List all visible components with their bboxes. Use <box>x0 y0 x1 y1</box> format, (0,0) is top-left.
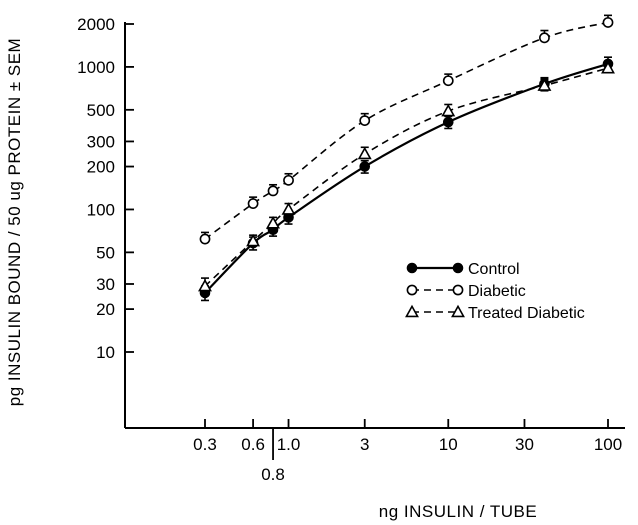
legend-item: Control <box>406 261 520 278</box>
x-axis-title: ng INSULIN / TUBE <box>379 502 537 521</box>
data-point <box>405 304 419 318</box>
data-point <box>539 32 550 44</box>
data-point <box>281 202 296 215</box>
data-point <box>441 103 456 117</box>
series-line <box>204 67 609 287</box>
x-tick-label: 100 <box>594 435 622 454</box>
data-point <box>452 284 464 296</box>
x-tick-label: 3 <box>360 435 369 454</box>
data-point <box>406 284 418 296</box>
x-tick-label: 0.3 <box>193 435 217 454</box>
x-tick-label: 0.6 <box>241 435 265 454</box>
y-axis: 10 20 30 50 100 200 300 500 1000 2000 <box>77 15 134 428</box>
data-point <box>266 216 281 229</box>
x-tick-label: 10 <box>439 435 458 454</box>
data-point <box>406 262 418 274</box>
y-tick-label: 10 <box>96 343 115 362</box>
data-point <box>452 262 464 274</box>
data-point <box>442 116 454 128</box>
legend-label: Diabetic <box>468 283 526 300</box>
y-tick-label: 500 <box>87 101 115 120</box>
x-axis: 0.3 0.6 0.8 1.0 3 10 30 100 <box>125 419 625 484</box>
data-point <box>267 185 279 197</box>
y-tick-label: 20 <box>96 300 115 319</box>
y-tick-label: 300 <box>87 132 115 151</box>
series-layer <box>198 14 615 302</box>
data-point <box>451 304 465 318</box>
x-tick-label: 0.8 <box>261 465 285 484</box>
series-control <box>199 56 614 302</box>
x-tick-label: 30 <box>515 435 534 454</box>
x-ticks: 0.3 0.6 0.8 1.0 3 10 30 100 <box>193 419 622 484</box>
series-treated-diabetic <box>198 60 615 292</box>
y-tick-label: 30 <box>96 275 115 294</box>
data-point <box>199 233 211 245</box>
legend-item: Treated Diabetic <box>405 304 585 322</box>
data-point <box>602 17 614 28</box>
legend-label: Treated Diabetic <box>468 305 585 322</box>
y-axis-title: pg INSULIN BOUND / 50 ug PROTEIN ± SEM <box>5 38 24 406</box>
y-tick-label: 2000 <box>77 15 115 34</box>
data-point <box>359 115 371 127</box>
y-tick-label: 100 <box>87 200 115 219</box>
data-point <box>537 78 552 91</box>
y-tick-label: 200 <box>87 158 115 177</box>
y-tick-label: 50 <box>96 243 115 262</box>
data-point <box>198 278 212 292</box>
series-diabetic <box>199 14 614 245</box>
x-tick-label: 1.0 <box>277 435 301 454</box>
data-point <box>442 75 454 87</box>
data-point <box>246 233 261 247</box>
data-point <box>283 174 294 186</box>
data-point <box>357 146 372 160</box>
series-line <box>204 62 609 294</box>
series-line <box>204 21 609 240</box>
y-ticks: 10 20 30 50 100 200 300 500 1000 2000 <box>77 15 134 362</box>
data-point <box>601 60 615 74</box>
legend-item: Diabetic <box>406 283 526 300</box>
legend: Control Diabetic Treated Diabetic <box>405 261 585 322</box>
data-point <box>359 161 371 172</box>
legend-label: Control <box>468 261 520 278</box>
data-point <box>247 198 259 209</box>
y-tick-label: 1000 <box>77 58 115 77</box>
